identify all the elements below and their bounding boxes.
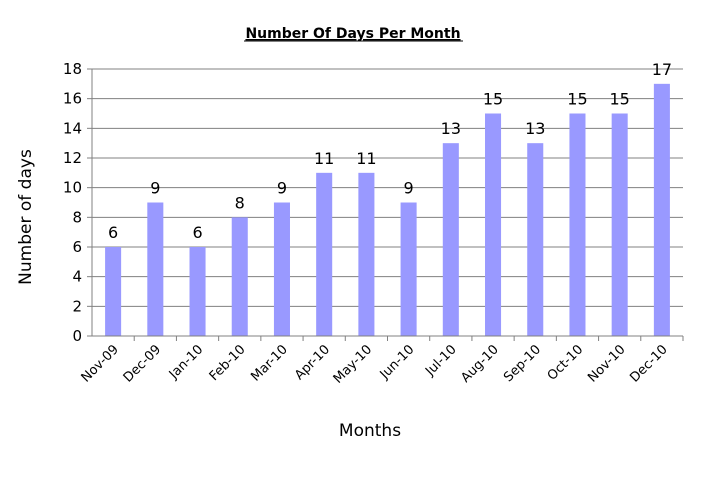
bar xyxy=(485,113,502,336)
data-label: 6 xyxy=(192,223,202,242)
bar xyxy=(316,172,333,336)
bar xyxy=(400,202,417,336)
data-label: 17 xyxy=(652,60,672,79)
data-label: 9 xyxy=(404,179,414,198)
data-label: 9 xyxy=(150,179,160,198)
data-label: 15 xyxy=(483,90,503,109)
y-tick-label: 16 xyxy=(63,90,82,108)
x-tick-label: Nov-09 xyxy=(79,342,122,385)
y-tick-label: 14 xyxy=(63,119,82,137)
x-tick-label: Nov-10 xyxy=(585,342,628,385)
x-tick-label: Jul-10 xyxy=(422,342,459,379)
y-tick-label: 4 xyxy=(72,268,82,286)
data-label: 9 xyxy=(277,179,287,198)
x-tick-label: Oct-10 xyxy=(545,342,587,384)
chart-title: Number Of Days Per Month xyxy=(245,26,460,42)
y-tick-label: 0 xyxy=(72,327,82,345)
bar xyxy=(442,143,459,336)
y-tick-label: 18 xyxy=(63,60,82,78)
y-tick-label: 8 xyxy=(72,208,82,226)
y-tick-label: 6 xyxy=(72,238,82,256)
bar xyxy=(189,247,206,336)
bar xyxy=(527,143,544,336)
y-tick-label: 2 xyxy=(72,297,82,315)
data-label: 8 xyxy=(235,193,245,212)
bar xyxy=(358,172,375,336)
data-label: 11 xyxy=(314,149,334,168)
data-label: 13 xyxy=(525,119,545,138)
x-tick-label: Jun-10 xyxy=(377,342,418,383)
x-tick-label: May-10 xyxy=(331,342,375,386)
x-tick-label: Sep-10 xyxy=(501,342,544,385)
bar xyxy=(147,202,164,336)
data-labels: 6 9 6 8 9 11 11 9 13 15 13 15 15 17 xyxy=(108,60,672,242)
x-axis-label: Months xyxy=(339,421,401,441)
x-tick-label: Dec-09 xyxy=(121,342,164,385)
bar xyxy=(231,217,248,336)
x-tick-label: Aug-10 xyxy=(458,342,502,386)
x-tick-label: Feb-10 xyxy=(207,342,249,384)
bar xyxy=(105,247,122,336)
x-tick-label: Mar-10 xyxy=(248,342,290,384)
bar xyxy=(273,202,290,336)
bar xyxy=(653,83,670,336)
bar xyxy=(569,113,586,336)
data-label: 6 xyxy=(108,223,118,242)
x-tick-label: Dec-10 xyxy=(627,342,670,385)
y-axis-ticks: 0 2 4 6 8 10 12 14 16 18 xyxy=(63,60,92,345)
x-tick-label: Jan-10 xyxy=(166,342,207,383)
bar xyxy=(611,113,628,336)
y-axis-label: Number of days xyxy=(16,149,36,285)
y-tick-label: 12 xyxy=(63,149,82,167)
data-label: 15 xyxy=(609,90,629,109)
gridlines xyxy=(92,68,683,307)
y-tick-label: 10 xyxy=(63,179,82,197)
data-label: 13 xyxy=(441,119,461,138)
x-tick-label: Apr-10 xyxy=(292,342,333,383)
bars xyxy=(105,83,670,336)
data-label: 11 xyxy=(356,149,376,168)
data-label: 15 xyxy=(567,90,587,109)
